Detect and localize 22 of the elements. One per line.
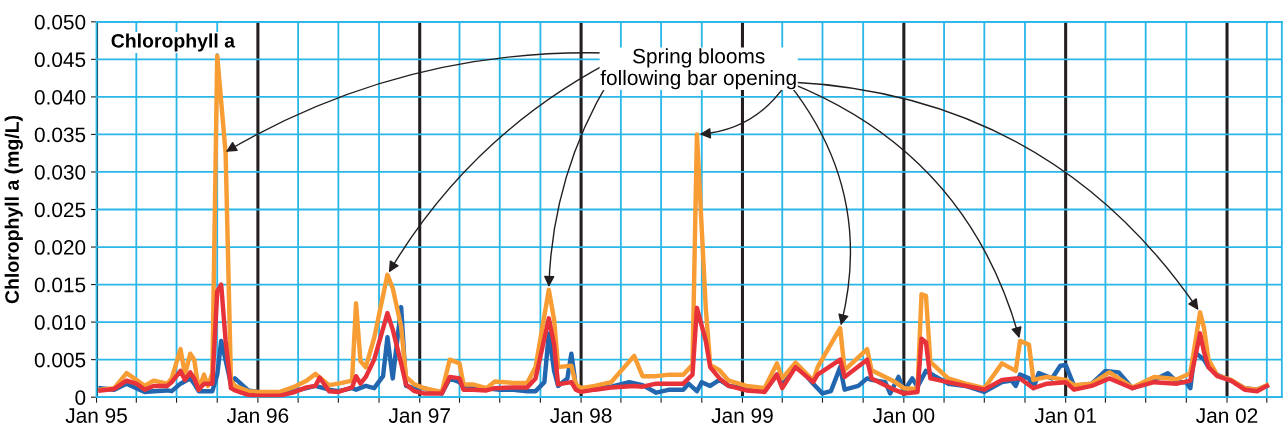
y-tick-label: 0.025: [34, 202, 86, 218]
y-tick-label: 0.030: [34, 164, 86, 180]
annotation: Chlorophyll a: [111, 33, 236, 52]
x-tick-label: Jan 02: [1196, 408, 1258, 423]
y-tick-label: 0.040: [34, 89, 86, 105]
y-tick-label: 0.005: [34, 352, 86, 368]
y-tick-label: 0.020: [34, 240, 86, 255]
x-tick-label: Jan 01: [1034, 408, 1096, 423]
x-tick-label: Jan 95: [65, 408, 127, 423]
y-tick-label: 0.050: [34, 14, 86, 30]
x-tick-label: Jan 97: [388, 408, 450, 423]
x-tick-label: Jan 00: [872, 408, 935, 423]
y-tick-label: 0.045: [34, 52, 86, 68]
x-tick-label: Jan 98: [550, 408, 612, 423]
x-tick-label: Jan 99: [711, 408, 773, 423]
y-axis-title: Chlorophyll a (mg/L): [4, 115, 23, 304]
y-tick-label: 0.015: [34, 277, 86, 293]
annotation: Spring blooms following bar opening: [600, 48, 796, 90]
x-tick-label: Jan 96: [226, 408, 289, 423]
y-tick-label: 0.035: [34, 127, 86, 143]
y-tick-label: 0.010: [34, 315, 86, 330]
y-tick-label: 0: [75, 390, 86, 405]
